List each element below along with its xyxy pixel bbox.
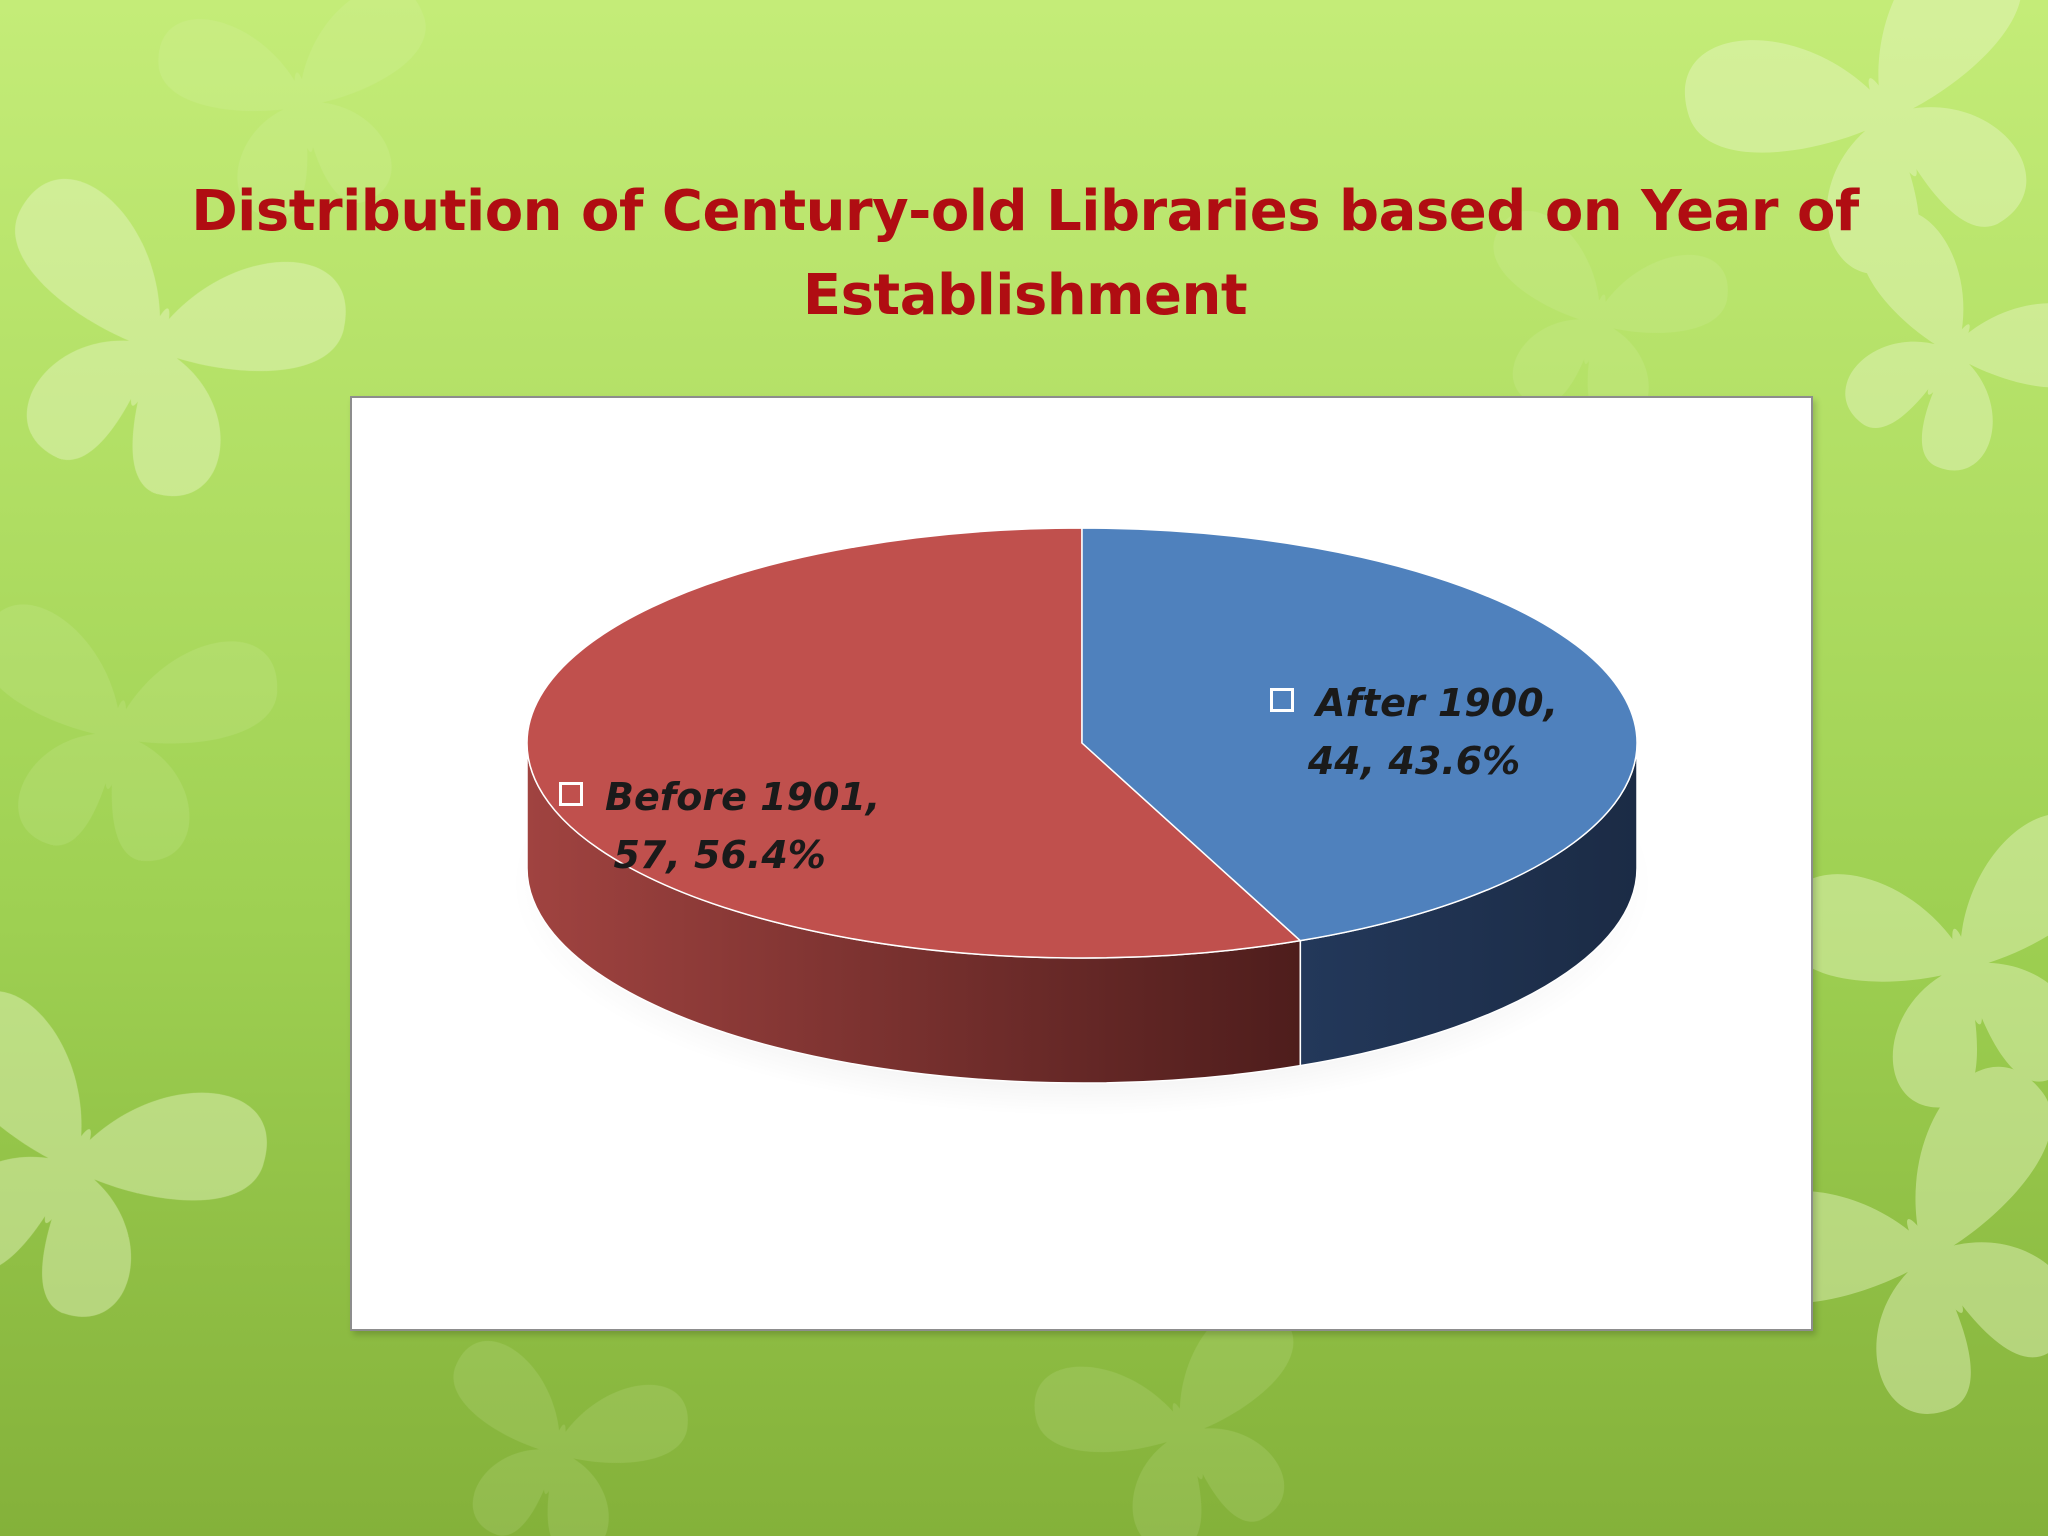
data-label-after-1900: After 1900, 44, 43.6% <box>1270 674 1558 790</box>
pie-slice-after-1900 <box>1081 527 1638 942</box>
slide-title: Distribution of Century-old Libraries ba… <box>191 179 1859 328</box>
pie-chart <box>512 527 1652 1116</box>
chart-area: Before 1901, 57, 56.4% After 1900, 44, 4… <box>350 396 1813 1331</box>
pie-slice-before-1901 <box>526 527 1302 959</box>
data-label-after-1900-value: 44, 43.6% <box>1307 739 1521 783</box>
legend-key-icon <box>559 782 583 806</box>
legend-key-icon <box>1270 688 1294 712</box>
data-label-before-1901: Before 1901, 57, 56.4% <box>559 768 880 884</box>
data-label-after-1900-category: After 1900, <box>1316 681 1559 725</box>
data-label-before-1901-value: 57, 56.4% <box>613 833 826 877</box>
data-label-before-1901-category: Before 1901, <box>605 775 881 819</box>
